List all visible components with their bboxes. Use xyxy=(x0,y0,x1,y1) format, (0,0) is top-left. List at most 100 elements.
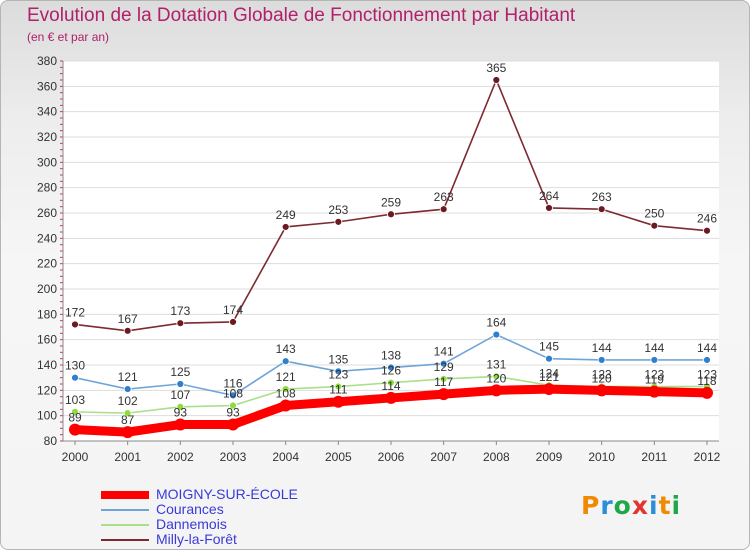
data-label-milly-la-for-t-2003: 174 xyxy=(223,303,243,317)
data-label-milly-la-for-t-2011: 250 xyxy=(644,207,664,221)
x-tick-label-2012: 2012 xyxy=(694,450,721,464)
data-point-courances-2005 xyxy=(334,367,343,376)
data-label-dannemois-2003: 108 xyxy=(223,387,243,401)
data-label-dannemois-2002: 107 xyxy=(170,388,190,402)
data-point-dannemois-2004 xyxy=(281,385,290,393)
data-label-moigny-sur-cole-2006: 114 xyxy=(381,379,400,393)
data-point-milly-la-for-t-2002 xyxy=(176,319,185,328)
logo-letter: P xyxy=(581,491,601,520)
data-point-moigny-sur-cole-2005 xyxy=(332,395,345,408)
legend-item-milly-la-for-t: Milly-la-Forêt xyxy=(101,531,361,547)
plot-area xyxy=(63,61,719,441)
y-tick-label-120: 120 xyxy=(37,383,57,397)
data-point-moigny-sur-cole-2002 xyxy=(174,418,187,431)
data-point-milly-la-for-t-2005 xyxy=(334,217,343,226)
y-tick-label-320: 320 xyxy=(37,130,57,144)
x-tick-label-2010: 2010 xyxy=(588,450,615,464)
data-point-courances-2004 xyxy=(281,357,290,366)
data-point-courances-2009 xyxy=(545,354,553,363)
data-point-milly-la-for-t-2000 xyxy=(71,320,79,329)
data-label-moigny-sur-cole-2004: 108 xyxy=(276,387,296,401)
data-label-milly-la-for-t-2000: 172 xyxy=(65,305,85,319)
y-tick-label-240: 240 xyxy=(37,231,57,245)
data-point-moigny-sur-cole-2001 xyxy=(121,426,134,439)
data-label-dannemois-2005: 123 xyxy=(328,368,348,382)
data-point-courances-2000 xyxy=(71,373,79,382)
x-tick-label-2007: 2007 xyxy=(430,450,457,464)
data-point-courances-2008 xyxy=(492,330,501,339)
data-label-milly-la-for-t-2007: 263 xyxy=(434,190,454,204)
data-label-moigny-sur-cole-2003: 93 xyxy=(226,406,240,420)
data-label-courances-2004: 143 xyxy=(276,342,296,356)
data-label-moigny-sur-cole-2009: 121 xyxy=(539,370,559,384)
logo-letter: x xyxy=(631,491,649,520)
data-label-milly-la-for-t-2004: 249 xyxy=(276,208,296,222)
data-point-dannemois-2008 xyxy=(492,372,501,381)
y-tick-label-280: 280 xyxy=(37,181,57,195)
y-tick-label-380: 380 xyxy=(37,54,57,68)
legend-item-moigny-sur-cole: MOIGNY-SUR-ÉCOLE xyxy=(101,486,361,502)
data-label-courances-2008: 164 xyxy=(486,316,506,330)
data-point-dannemois-2007 xyxy=(439,375,448,383)
data-point-moigny-sur-cole-2008 xyxy=(490,384,503,397)
data-label-courances-2006: 138 xyxy=(381,349,401,363)
legend-label-courances: Courances xyxy=(156,501,224,517)
x-tick-label-2009: 2009 xyxy=(536,450,563,464)
y-tick-label-200: 200 xyxy=(37,282,57,296)
data-point-milly-la-for-t-2010 xyxy=(597,205,606,214)
y-tick-label-300: 300 xyxy=(37,155,57,169)
data-point-courances-2003 xyxy=(229,391,237,400)
data-label-dannemois-2000: 103 xyxy=(65,393,85,407)
data-point-dannemois-2000 xyxy=(71,407,79,416)
legend-swatch-moigny-sur-cole xyxy=(101,491,149,499)
chart-title: Evolution de la Dotation Globale de Fonc… xyxy=(27,5,576,26)
data-label-milly-la-for-t-2005: 253 xyxy=(328,203,348,217)
x-tick-label-2004: 2004 xyxy=(272,450,299,464)
data-point-milly-la-for-t-2009 xyxy=(545,204,553,212)
data-label-courances-2005: 135 xyxy=(328,352,348,366)
data-label-courances-2000: 130 xyxy=(65,359,85,373)
data-label-dannemois-2004: 121 xyxy=(276,370,296,384)
legend-item-dannemois: Dannemois xyxy=(101,516,361,532)
chart-legend: MOIGNY-SUR-ÉCOLE Courances Dannemois Milly-… xyxy=(101,486,361,547)
x-tick-label-2001: 2001 xyxy=(114,450,141,464)
legend-label-dannemois: Dannemois xyxy=(156,516,227,532)
legend-swatch-milly-la-for-t xyxy=(101,539,149,541)
y-tick-label-220: 220 xyxy=(37,257,57,271)
y-tick-label-160: 160 xyxy=(37,333,57,347)
data-point-moigny-sur-cole-2010 xyxy=(595,384,608,397)
data-point-courances-2011 xyxy=(650,356,659,364)
data-point-moigny-sur-cole-2004 xyxy=(279,399,292,412)
data-point-milly-la-for-t-2012 xyxy=(703,226,711,235)
data-label-courances-2010: 144 xyxy=(592,341,612,355)
chart-subtitle: (en € et par an) xyxy=(27,30,110,44)
data-label-dannemois-2011: 123 xyxy=(644,368,664,382)
x-tick-label-2011: 2011 xyxy=(641,450,667,464)
data-label-dannemois-2009: 124 xyxy=(539,366,559,380)
data-point-moigny-sur-cole-2012 xyxy=(701,386,713,399)
data-label-courances-2009: 145 xyxy=(539,340,559,354)
legend-swatch-courances xyxy=(101,509,149,511)
x-tick-label-2008: 2008 xyxy=(483,450,510,464)
data-label-milly-la-for-t-2012: 246 xyxy=(697,212,717,226)
data-point-dannemois-2003 xyxy=(229,401,237,410)
data-point-milly-la-for-t-2006 xyxy=(387,210,395,219)
data-point-courances-2012 xyxy=(703,356,711,364)
data-label-milly-la-for-t-2002: 173 xyxy=(170,304,190,318)
x-tick-label-2002: 2002 xyxy=(167,450,194,464)
data-point-milly-la-for-t-2011 xyxy=(650,221,659,230)
data-label-dannemois-2006: 126 xyxy=(381,364,401,378)
data-point-dannemois-2001 xyxy=(123,409,132,418)
y-tick-label-80: 80 xyxy=(44,434,58,448)
y-tick-label-260: 260 xyxy=(37,206,57,220)
legend-swatch-dannemois xyxy=(101,524,149,526)
legend-label-moigny-sur-cole: MOIGNY-SUR-ÉCOLE xyxy=(156,486,298,502)
data-label-dannemois-2007: 129 xyxy=(434,360,454,374)
data-label-courances-2001: 121 xyxy=(118,370,138,384)
data-point-courances-2002 xyxy=(176,380,185,388)
data-label-dannemois-2001: 102 xyxy=(118,394,138,408)
data-point-moigny-sur-cole-2007 xyxy=(437,388,450,401)
data-point-moigny-sur-cole-2003 xyxy=(227,418,239,431)
